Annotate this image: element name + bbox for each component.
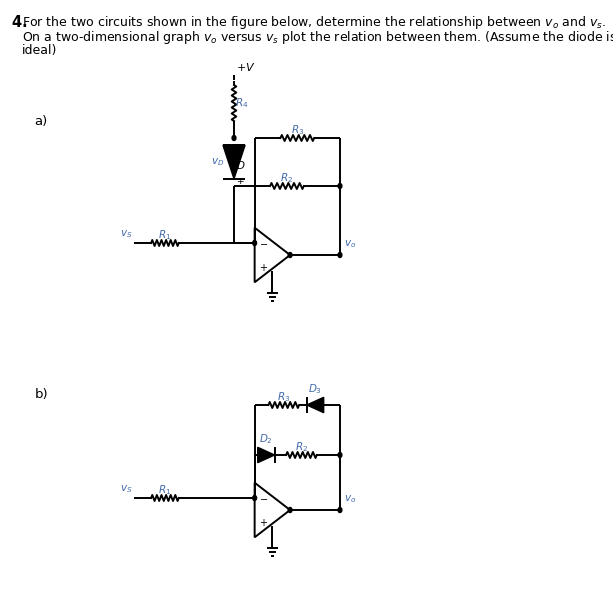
- Text: $R_1$: $R_1$: [158, 483, 172, 497]
- Text: ideal): ideal): [22, 44, 58, 57]
- Text: $v_S$: $v_S$: [120, 228, 133, 240]
- Text: $-$: $-$: [259, 493, 268, 503]
- Text: $R_3$: $R_3$: [277, 390, 291, 404]
- Text: a): a): [34, 115, 48, 128]
- Text: $+$: $+$: [236, 176, 245, 186]
- Text: $-$: $-$: [236, 139, 245, 148]
- Text: $v_o$: $v_o$: [344, 238, 356, 250]
- Text: $R_3$: $R_3$: [291, 123, 304, 137]
- Text: For the two circuits shown in the figure below, determine the relationship betwe: For the two circuits shown in the figure…: [22, 14, 606, 31]
- Text: $\mathbf{4.}$: $\mathbf{4.}$: [11, 14, 27, 30]
- Text: $+$: $+$: [259, 517, 268, 528]
- Circle shape: [253, 496, 257, 500]
- Text: D: D: [236, 161, 245, 171]
- Text: $v_o$: $v_o$: [344, 493, 356, 505]
- Text: $-$: $-$: [259, 238, 268, 248]
- Circle shape: [338, 183, 342, 189]
- Circle shape: [253, 241, 257, 245]
- Circle shape: [338, 253, 342, 257]
- Text: b): b): [34, 388, 48, 401]
- Text: $D_2$: $D_2$: [259, 432, 273, 446]
- Text: $R_2$: $R_2$: [281, 171, 294, 185]
- Text: $v_S$: $v_S$: [120, 483, 133, 495]
- Text: $R_4$: $R_4$: [235, 96, 248, 110]
- Text: $R_1$: $R_1$: [158, 228, 172, 242]
- Text: $D_3$: $D_3$: [308, 382, 322, 396]
- Circle shape: [232, 136, 236, 140]
- Text: $v_D$: $v_D$: [211, 156, 224, 168]
- Polygon shape: [257, 447, 275, 463]
- Text: $+$: $+$: [259, 262, 268, 273]
- Text: On a two-dimensional graph $v_o$ versus $v_s$ plot the relation between them. (A: On a two-dimensional graph $v_o$ versus …: [22, 29, 613, 46]
- Text: $R_2$: $R_2$: [295, 440, 308, 454]
- Polygon shape: [307, 397, 324, 412]
- Polygon shape: [223, 145, 245, 179]
- Circle shape: [338, 508, 342, 513]
- Circle shape: [288, 253, 292, 257]
- Text: $+V$: $+V$: [235, 61, 255, 73]
- Circle shape: [288, 508, 292, 513]
- Circle shape: [338, 452, 342, 458]
